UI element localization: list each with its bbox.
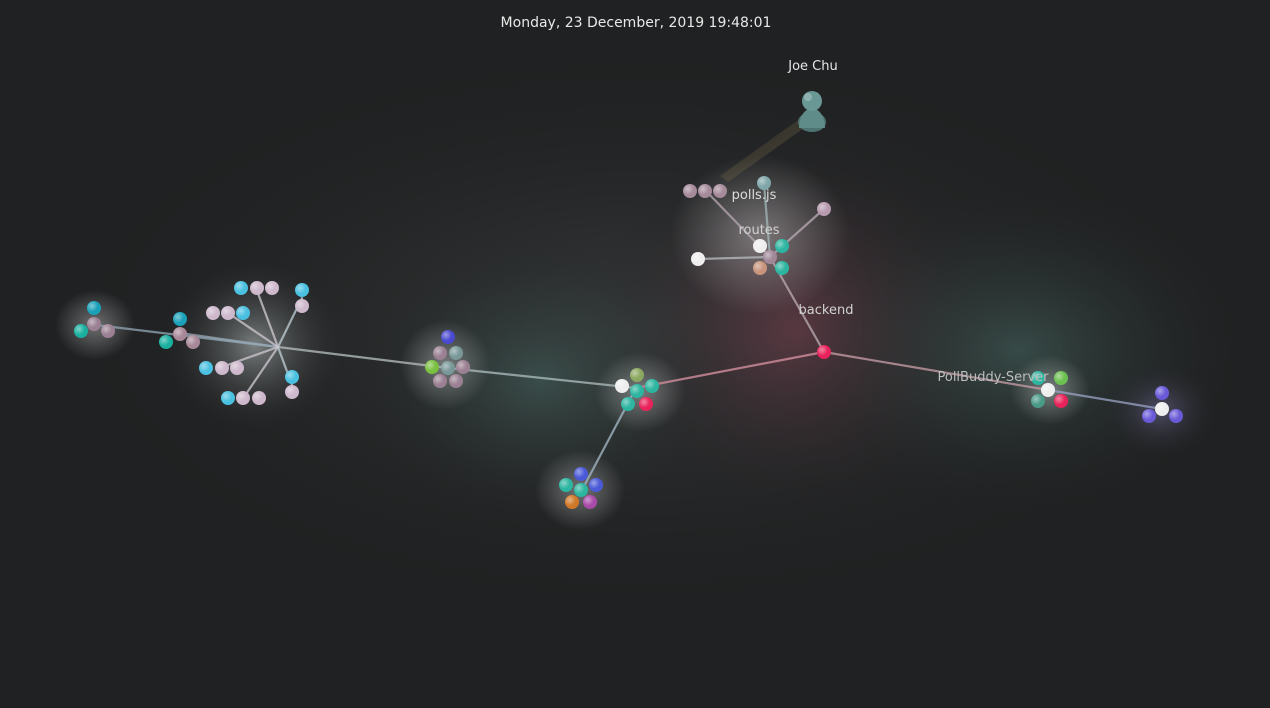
file-node-shine <box>753 261 767 275</box>
file-node-shine <box>285 370 299 384</box>
edge-server-sub <box>1046 388 1164 411</box>
file-node-shine <box>589 478 603 492</box>
file-node-shine <box>215 361 229 375</box>
file-node-shine <box>449 346 463 360</box>
file-node-shine <box>1169 409 1183 423</box>
file-node-shine <box>698 184 712 198</box>
dir-label-backend: backend <box>799 303 854 318</box>
file-node-shine <box>753 239 767 253</box>
file-node-shine <box>285 385 299 399</box>
file-node-shine <box>101 324 115 338</box>
file-node-shine <box>683 184 697 198</box>
file-node-shine <box>621 397 635 411</box>
file-node-shine <box>630 384 644 398</box>
file-node-shine <box>691 252 705 266</box>
file-node-shine <box>1155 386 1169 400</box>
file-node-shine <box>1155 402 1169 416</box>
file-node-shine <box>87 317 101 331</box>
file-node-shine <box>252 391 266 405</box>
file-node-shine <box>1142 409 1156 423</box>
edge-root-src <box>446 366 638 390</box>
file-node-shine <box>645 379 659 393</box>
file-node-shine <box>433 374 447 388</box>
file-node-shine <box>441 330 455 344</box>
file-node-shine <box>173 312 187 326</box>
file-node-shine <box>817 202 831 216</box>
file-node-shine <box>565 495 579 509</box>
file-node-shine <box>221 306 235 320</box>
file-node-shine <box>295 283 309 297</box>
file-node-shine <box>574 467 588 481</box>
user-name-label: Joe Chu <box>787 59 837 74</box>
file-node-shine <box>559 478 573 492</box>
file-node-shine <box>713 184 727 198</box>
file-node-shine <box>74 324 88 338</box>
file-nodes <box>74 176 1183 509</box>
file-node-shine <box>615 379 629 393</box>
file-node-shine <box>1031 371 1045 385</box>
file-node-shine <box>574 483 588 497</box>
file-node-shine <box>295 299 309 313</box>
file-node-shine <box>1054 394 1068 408</box>
file-node-shine <box>1054 371 1068 385</box>
datetime-label: Monday, 23 December, 2019 19:48:01 <box>501 15 772 31</box>
user-action-beam <box>720 110 818 182</box>
file-node-shine <box>441 361 455 375</box>
file-node-shine <box>763 250 777 264</box>
file-node-shine <box>206 306 220 320</box>
file-node-shine <box>433 346 447 360</box>
dir-label-routes: routes <box>738 223 779 238</box>
user-avatar-icon <box>798 91 826 132</box>
file-node-shine <box>775 261 789 275</box>
file-node-shine <box>173 327 187 341</box>
file-node-shine <box>757 176 771 190</box>
dir-label-polls: polls.js <box>732 188 777 203</box>
edge-backend-root <box>634 350 826 390</box>
file-node-shine <box>236 391 250 405</box>
file-node-shine <box>817 345 831 359</box>
file-node-shine <box>449 374 463 388</box>
file-node-shine <box>1041 383 1055 397</box>
edge-src-hub <box>276 345 450 370</box>
file-node-shine <box>236 306 250 320</box>
file-node-shine <box>230 361 244 375</box>
file-node-shine <box>456 360 470 374</box>
file-node-shine <box>234 281 248 295</box>
file-node-shine <box>425 360 439 374</box>
file-node-shine <box>186 335 200 349</box>
file-node-shine <box>775 239 789 253</box>
file-node-shine <box>159 335 173 349</box>
file-node-shine <box>265 281 279 295</box>
background-haze <box>20 30 1260 630</box>
edge-backend-server <box>822 350 1050 392</box>
file-node-shine <box>250 281 264 295</box>
dir-label-server: PollBuddy-Server <box>937 370 1049 385</box>
file-node-shine <box>583 495 597 509</box>
file-node-shine <box>630 368 644 382</box>
file-node-shine <box>639 397 653 411</box>
file-node-shine <box>87 301 101 315</box>
file-node-shine <box>1031 394 1045 408</box>
file-node-shine <box>221 391 235 405</box>
file-node-shine <box>199 361 213 375</box>
